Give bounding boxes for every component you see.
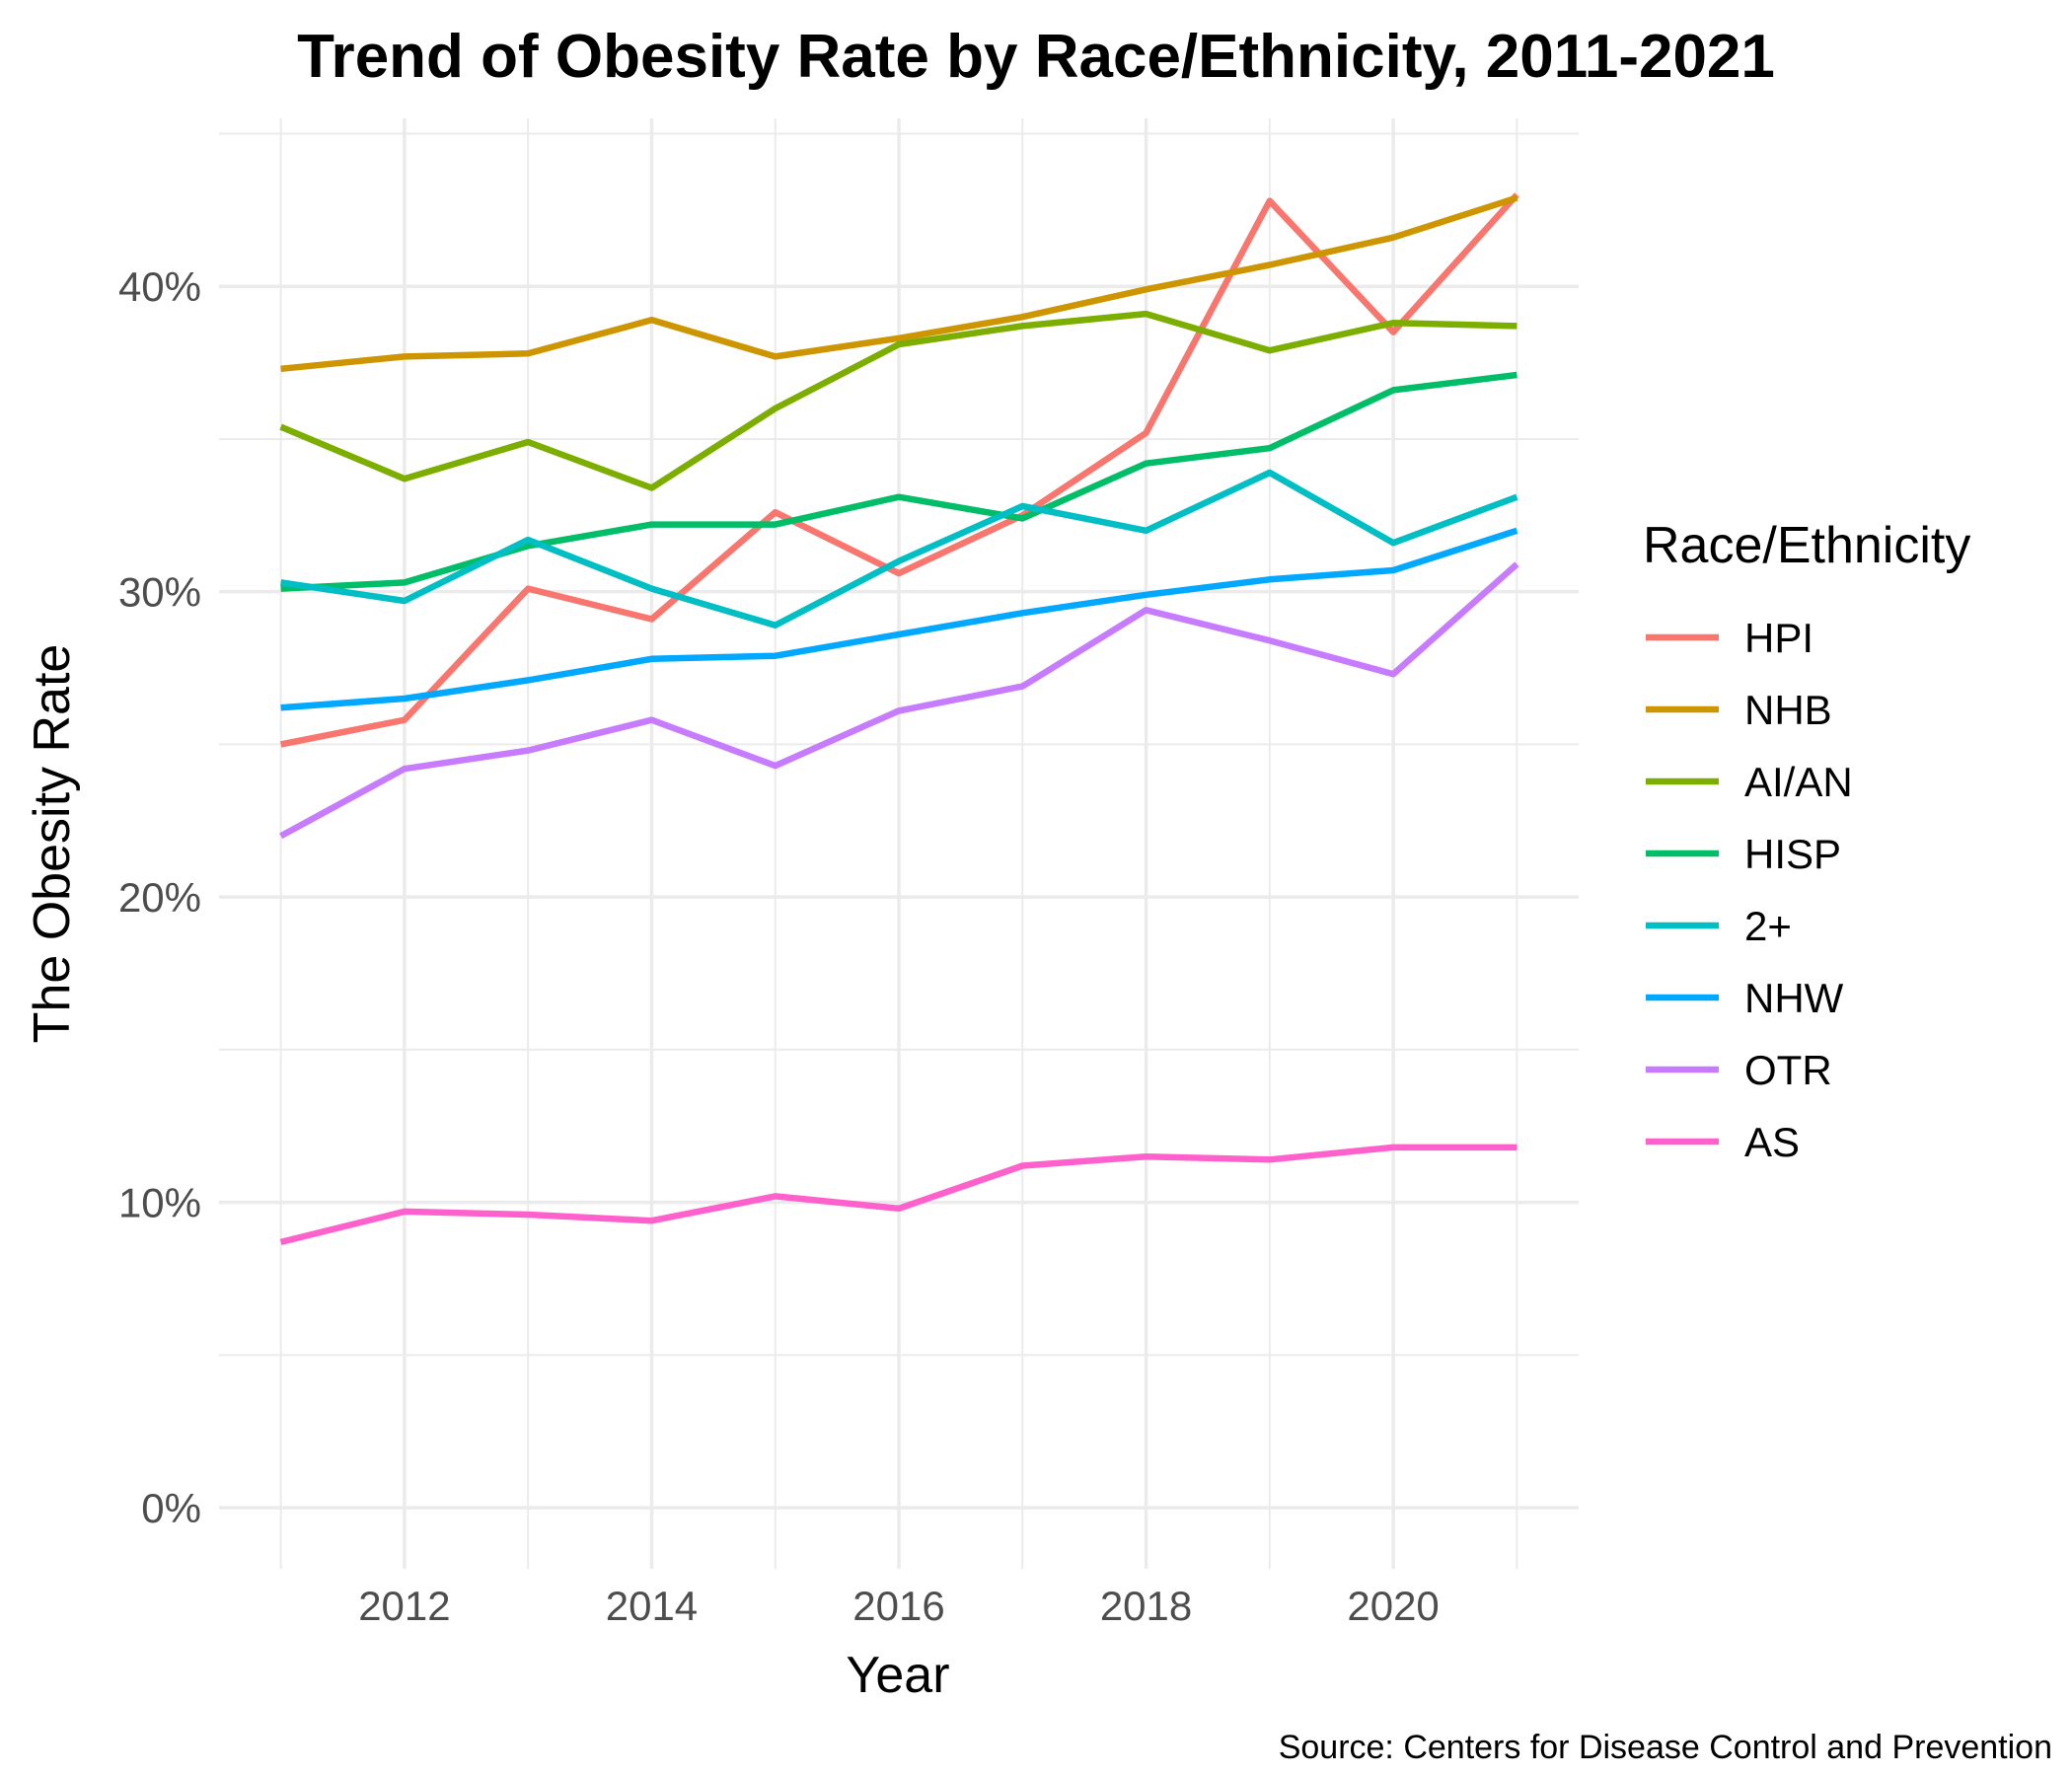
y-tick-label: 10%	[118, 1180, 201, 1226]
legend-label-ai-an: AI/AN	[1744, 759, 1853, 805]
x-tick-label: 2020	[1347, 1583, 1439, 1629]
y-tick-label: 30%	[118, 569, 201, 616]
series-line-as	[279, 1144, 1517, 1246]
x-tick-label: 2014	[606, 1583, 698, 1629]
legend: HPI NHB AI/AN HISP 2+ NHW OTR AS	[1646, 615, 1853, 1165]
source-caption: Source: Centers for Disease Control and …	[1279, 1729, 2052, 1766]
x-tick-label: 2016	[852, 1583, 944, 1629]
x-tick-label: 2012	[358, 1583, 450, 1629]
y-tick-label: 20%	[118, 874, 201, 921]
series-line-nhw	[280, 527, 1518, 711]
series-lines	[279, 192, 1519, 1246]
legend-label-as: AS	[1744, 1119, 1800, 1165]
x-tick-label: 2018	[1100, 1583, 1192, 1629]
x-axis-title: Year	[846, 1647, 949, 1704]
y-axis-title: The Obesity Rate	[24, 644, 81, 1044]
series-line-nhb	[280, 194, 1518, 373]
series-line-ai-an	[279, 310, 1517, 491]
y-tick-labels: 0% 10% 20% 30% 40%	[118, 263, 201, 1531]
legend-label-nhw: NHW	[1744, 975, 1844, 1021]
series-line-2-	[280, 469, 1518, 629]
chart-title: Trend of Obesity Rate by Race/Ethnicity,…	[297, 23, 1775, 91]
y-tick-label: 40%	[118, 263, 201, 310]
y-tick-label: 0%	[141, 1485, 201, 1531]
grid	[219, 118, 1579, 1569]
legend-label-hpi: HPI	[1744, 615, 1813, 661]
series-line-otr	[279, 561, 1519, 840]
x-tick-labels: 2012 2014 2016 2018 2020	[358, 1583, 1440, 1629]
legend-title: Race/Ethnicity	[1643, 517, 1970, 574]
legend-label-otr: OTR	[1744, 1047, 1832, 1093]
series-line-hpi	[279, 192, 1519, 748]
legend-label-2-: 2+	[1744, 903, 1792, 949]
legend-label-hisp: HISP	[1744, 831, 1841, 877]
legend-label-nhb: NHB	[1744, 687, 1832, 733]
